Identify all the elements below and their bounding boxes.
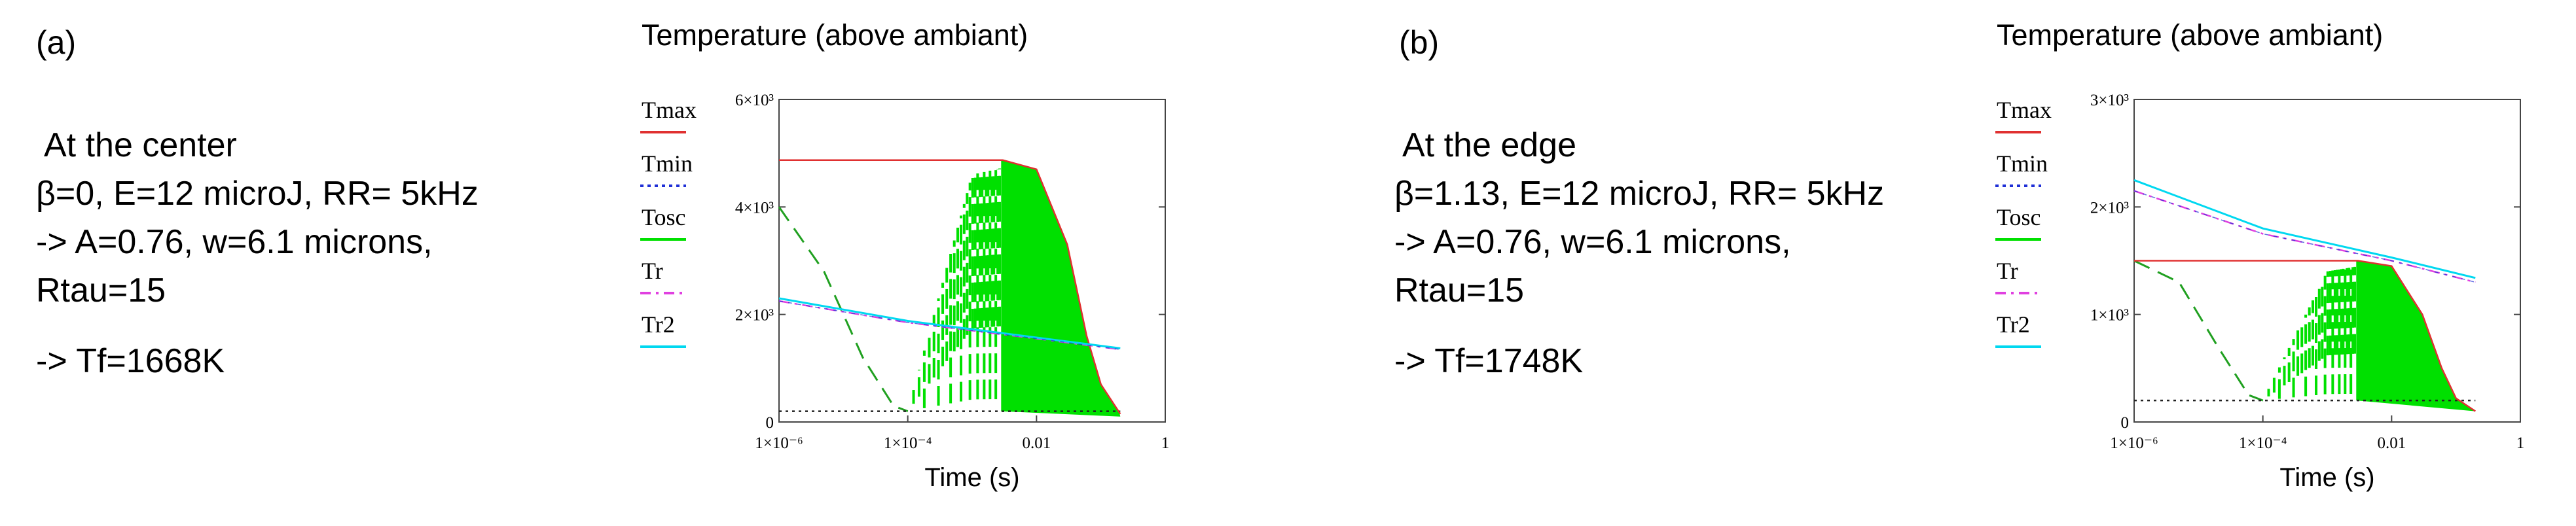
series-tr2 [2133, 179, 2476, 279]
y-tick-label: 2×10³ [2090, 199, 2130, 217]
legend-label-tmin: Tmin [1997, 150, 2048, 177]
x-tick-label: 1×10⁻⁴ [884, 434, 932, 452]
panel-a-description: At the center β=0, E=12 microJ, RR= 5kHz… [36, 121, 479, 385]
series-tosc [778, 206, 909, 413]
y-tick-label: 6×10³ [735, 92, 774, 109]
series-tmax [779, 159, 1121, 415]
tosc-fill [2356, 260, 2476, 412]
legend: Tmax Tmin Tosc Tr Tr2 [640, 97, 697, 348]
x-tick-label: 1 [1161, 434, 1170, 452]
panel-a-location: At the center [44, 126, 237, 164]
plot-frame [778, 99, 1166, 423]
legend-label-tr2: Tr2 [642, 311, 675, 338]
x-tick-label: 0.01 [1022, 434, 1051, 452]
panel-b-params: β=1.13, E=12 microJ, RR= 5kHz [1394, 175, 1885, 213]
legend-label-tosc: Tosc [642, 204, 685, 230]
legend: Tmax Tmin Tosc Tr Tr2 [1995, 97, 2052, 348]
panel-b-description: At the edge β=1.13, E=12 microJ, RR= 5kH… [1394, 121, 1884, 385]
legend-label-tr2: Tr2 [1997, 311, 2030, 338]
chart-b: Tmax Tmin Tosc Tr Tr2 0 1×10³ 2×10³ 3×10³ 1×10⁻⁶ 1… [1995, 92, 2525, 492]
y-tick-label: 1×10³ [2090, 307, 2130, 324]
panel-a-result: -> Tf=1668K [36, 342, 225, 380]
panel-b-label: (b) [1399, 24, 1440, 61]
x-tick-label: 1×10⁻⁶ [2110, 434, 2158, 452]
series-tr2 [778, 297, 1121, 349]
legend-label-tmin: Tmin [642, 150, 693, 177]
series-tosc [2133, 260, 2264, 402]
x-axis-label: Time (s) [2279, 463, 2374, 492]
series-tr-accent [778, 300, 1121, 350]
legend-label-tr: Tr [1997, 258, 2018, 284]
panel-b-result: -> Tf=1748K [1394, 342, 1584, 380]
panel-a-params2: -> A=0.76, w=6.1 microns, [36, 223, 433, 261]
series-tosc-oscillation [778, 160, 1121, 417]
legend-label-tr: Tr [642, 258, 663, 284]
x-tick-label: 0.01 [2377, 434, 2406, 452]
legend-label-tmax: Tmax [1997, 97, 2052, 123]
x-tick-label: 1×10⁻⁴ [2239, 434, 2287, 452]
series-tr [2133, 190, 2476, 283]
x-tick-label: 1×10⁻⁶ [755, 434, 803, 452]
series-tosc-oscillation [2133, 260, 2476, 412]
x-axis-label: Time (s) [924, 463, 1019, 492]
chart-b-title: Temperature (above ambiant) [1997, 18, 2384, 52]
x-tick-label: 1 [2516, 434, 2525, 452]
tosc-fill [1001, 160, 1121, 417]
y-tick-label: 0 [766, 414, 774, 432]
panel-a-params: β=0, E=12 microJ, RR= 5kHz [36, 175, 479, 213]
chart-a-title: Temperature (above ambiant) [642, 18, 1028, 52]
panel-a-label: (a) [36, 24, 77, 61]
panel-a-params3: Rtau=15 [36, 272, 166, 309]
series-tmax [2134, 260, 2476, 412]
y-tick-label: 2×10³ [735, 307, 774, 324]
panel-b-location: At the edge [1402, 126, 1576, 164]
y-tick-label: 3×10³ [2090, 92, 2130, 109]
y-tick-label: 4×10³ [735, 199, 774, 217]
series-tr-accent [2133, 190, 2476, 283]
chart-a: Tmax Tmin Tosc Tr Tr2 0 2×10³ 4×10³ 6×10³ 1×10⁻⁶ 1… [640, 92, 1170, 492]
legend-label-tosc: Tosc [1997, 204, 2041, 230]
legend-label-tmax: Tmax [642, 97, 697, 123]
y-tick-label: 0 [2121, 414, 2130, 432]
panel-b-params3: Rtau=15 [1394, 272, 1525, 309]
panel-b-params2: -> A=0.76, w=6.1 microns, [1394, 223, 1791, 261]
